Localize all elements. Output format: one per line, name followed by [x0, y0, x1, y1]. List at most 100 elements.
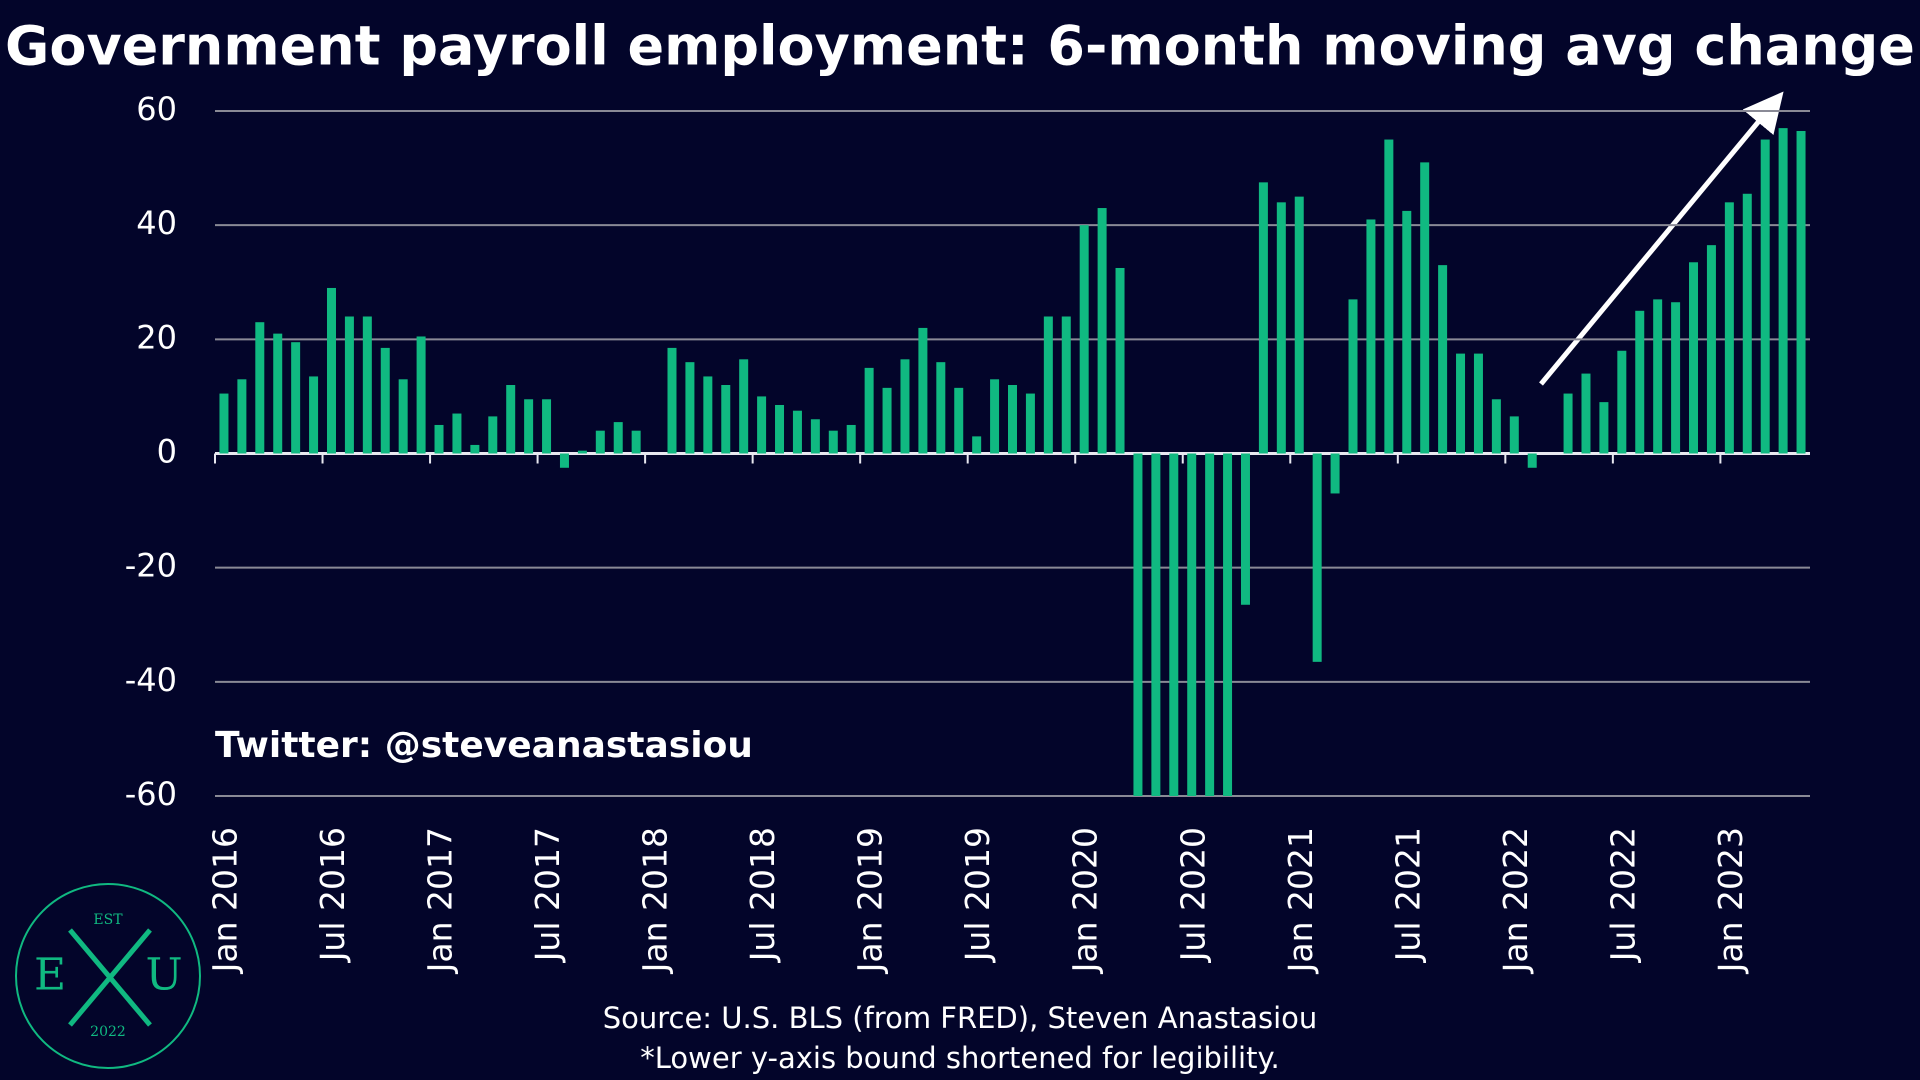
y-tick-label: -60 — [125, 775, 177, 813]
bar — [1635, 310, 1645, 454]
bar — [559, 453, 569, 468]
x-tick-label: Jan 2022 — [1496, 827, 1535, 974]
bar — [1402, 210, 1412, 454]
bar — [1509, 416, 1519, 454]
y-tick-label: 0 — [157, 433, 177, 471]
bar — [1240, 453, 1250, 605]
bar — [739, 359, 749, 454]
bar — [1294, 196, 1304, 454]
bar — [1258, 182, 1268, 454]
bar — [1025, 393, 1035, 454]
bar — [1366, 219, 1376, 454]
bar — [1420, 162, 1430, 454]
x-tick-label: Jul 2019 — [958, 827, 997, 963]
bar — [380, 347, 390, 454]
bar — [1061, 316, 1071, 454]
bar — [1187, 453, 1197, 796]
bar — [237, 379, 247, 454]
bar — [882, 387, 892, 454]
bar — [1223, 453, 1233, 796]
bar — [362, 316, 372, 454]
bar — [1491, 399, 1501, 454]
logo-ring — [15, 883, 201, 1069]
bar — [398, 379, 408, 454]
bar — [828, 430, 838, 454]
source: Source: U.S. BLS (from FRED), Steven Ana… — [603, 1001, 1318, 1035]
bar — [703, 376, 713, 454]
bar — [344, 316, 354, 454]
trend-arrow — [1539, 91, 1784, 386]
bar — [1312, 453, 1322, 662]
bar — [631, 430, 641, 454]
x-tick-label: Jul 2021 — [1388, 827, 1427, 963]
bar — [470, 444, 480, 454]
bar — [1079, 225, 1089, 454]
bar — [524, 399, 534, 454]
logo-est: EST — [93, 912, 123, 928]
x-tick-label: Jan 2023 — [1711, 827, 1750, 974]
y-tick-label: 40 — [136, 204, 177, 242]
bar — [434, 424, 444, 454]
note: *Lower y-axis bound shortened for legibi… — [640, 1041, 1279, 1075]
bar — [1671, 302, 1681, 454]
bar — [1384, 139, 1394, 454]
bar — [1330, 453, 1340, 494]
bar — [1169, 453, 1179, 796]
bar — [1742, 193, 1752, 454]
bar — [757, 396, 767, 454]
chart-title: Government payroll employment: 6-month m… — [5, 15, 1915, 78]
bar — [1599, 402, 1609, 454]
bar — [918, 327, 928, 454]
bar — [1617, 350, 1627, 454]
bar — [900, 359, 910, 454]
bar — [972, 436, 982, 454]
bar — [936, 362, 946, 454]
x-tick-label: Jul 2018 — [743, 827, 782, 963]
bar — [1115, 267, 1125, 454]
bar — [775, 404, 785, 454]
bar — [1348, 299, 1358, 454]
bar — [1581, 373, 1591, 454]
bar — [667, 347, 677, 454]
bar — [1151, 453, 1161, 796]
bar — [1097, 208, 1107, 454]
logo-letter: E — [34, 950, 66, 1001]
logo-letter: U — [145, 950, 182, 1001]
y-tick-label: -40 — [125, 661, 177, 699]
bar — [1689, 262, 1699, 454]
bar — [1563, 393, 1573, 454]
bar — [1438, 265, 1448, 454]
x-tick-label: Jan 2019 — [851, 827, 890, 974]
bar — [309, 376, 319, 454]
bar — [1796, 130, 1806, 454]
y-tick-label: -20 — [125, 547, 177, 585]
bar — [326, 287, 336, 454]
bar — [595, 430, 605, 454]
bar — [219, 393, 229, 454]
bar — [864, 367, 874, 454]
bar — [1276, 202, 1286, 454]
bar — [810, 419, 820, 454]
bar — [721, 385, 731, 454]
bar — [452, 413, 462, 454]
bar — [1133, 453, 1143, 796]
x-tick-label: Jan 2016 — [206, 827, 245, 974]
bar — [1205, 453, 1215, 796]
bar — [488, 416, 498, 454]
bar — [273, 333, 283, 454]
bar — [416, 336, 426, 454]
bar — [1456, 353, 1466, 454]
y-tick-label: 20 — [136, 318, 177, 356]
bar — [1473, 353, 1483, 454]
bar — [613, 422, 623, 454]
bar — [685, 362, 695, 454]
bars — [219, 128, 1806, 796]
bar — [846, 424, 856, 454]
bar — [1706, 245, 1716, 454]
bar — [291, 342, 301, 454]
x-tick-label: Jan 2020 — [1066, 827, 1105, 974]
logo-x — [68, 928, 152, 1027]
x-tick-label: Jul 2020 — [1173, 827, 1212, 963]
